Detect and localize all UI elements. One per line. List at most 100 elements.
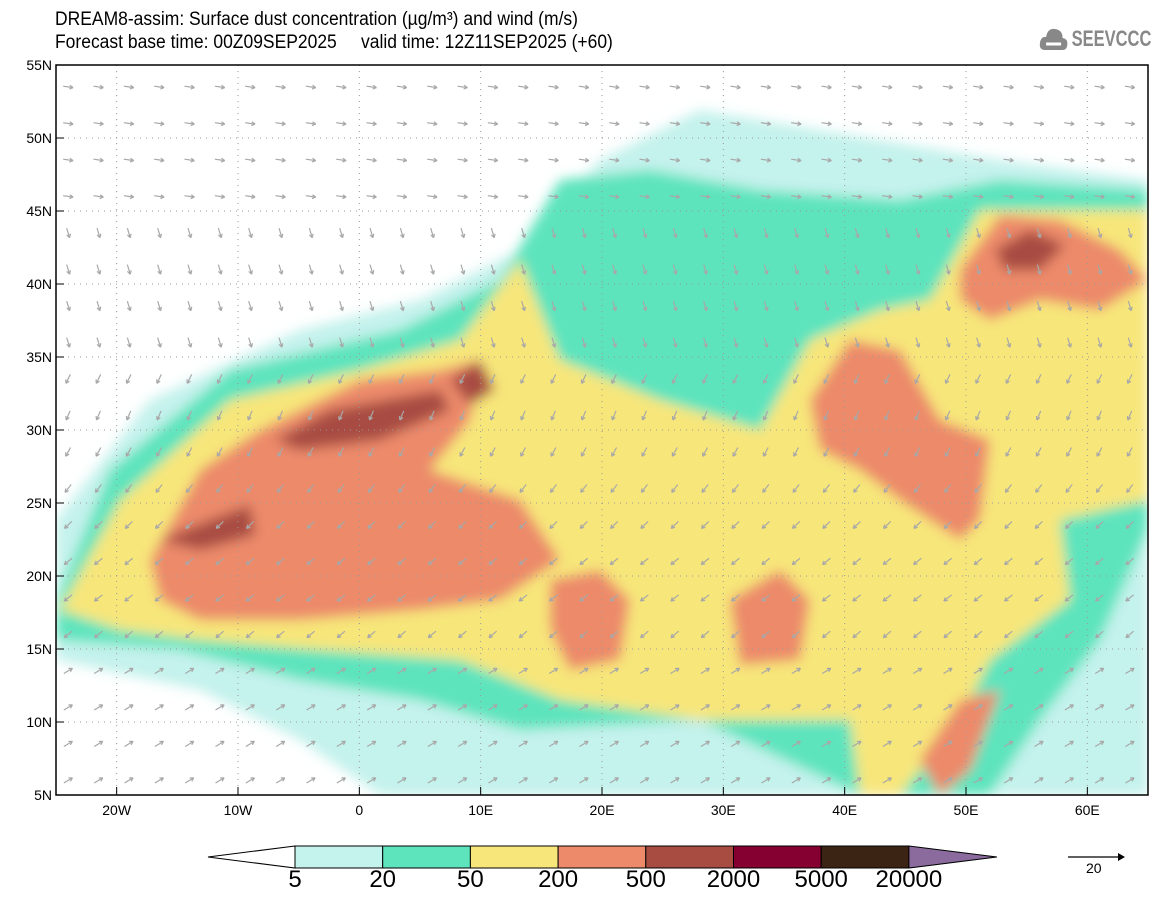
wind-arrow xyxy=(1125,704,1135,711)
wind-arrow xyxy=(399,227,404,238)
wind-arrow xyxy=(1034,667,1044,674)
wind-arrow xyxy=(154,667,164,674)
wind-arrow xyxy=(730,777,741,784)
colorbar-level-label: 20 xyxy=(369,866,397,893)
wind-arrow xyxy=(761,667,771,674)
wind-arrow xyxy=(518,85,529,89)
colorbar-above-20000 xyxy=(908,845,997,869)
wind-arrow xyxy=(578,85,589,89)
wind-arrow xyxy=(791,195,802,198)
wind-arrow xyxy=(186,374,193,384)
wind-arrow xyxy=(521,337,526,348)
wind-arrow xyxy=(1035,447,1042,457)
wind-arrow xyxy=(427,704,437,711)
wind-arrow xyxy=(1125,740,1135,747)
wind-arrow xyxy=(96,337,101,348)
wind-arrow xyxy=(943,704,953,711)
wind-arrow xyxy=(973,667,983,674)
wind-arrow xyxy=(157,337,162,348)
wind-arrow xyxy=(913,557,922,566)
wind-arrow xyxy=(519,484,527,493)
wind-arrow xyxy=(882,704,892,711)
wind-arrow xyxy=(640,630,649,639)
wind-arrow xyxy=(973,85,984,89)
wind-arrow xyxy=(1067,300,1072,311)
wind-arrow xyxy=(1097,264,1102,275)
wind-arrow xyxy=(821,158,832,162)
wind-arrow xyxy=(550,410,556,421)
wind-arrow xyxy=(185,594,194,602)
wind-arrow xyxy=(973,777,983,784)
wind-arrow xyxy=(732,374,739,384)
wind-arrow xyxy=(824,264,829,275)
wind-arrow xyxy=(369,300,374,311)
colorbar-bin xyxy=(294,845,384,869)
wind-arrow xyxy=(154,777,164,784)
wind-arrow xyxy=(943,777,953,784)
wind-arrow xyxy=(973,704,983,711)
wind-arrow xyxy=(215,777,225,784)
wind-arrow xyxy=(1005,374,1012,384)
wind-arrow xyxy=(763,410,769,421)
wind-arrow xyxy=(397,594,407,602)
wind-arrow xyxy=(427,740,437,747)
wind-arrow xyxy=(63,630,73,639)
wind-arrow xyxy=(123,158,134,162)
wind-arrow xyxy=(794,300,799,311)
wind-arrow xyxy=(639,85,650,89)
wind-arrow xyxy=(398,484,406,493)
wind-arrow xyxy=(823,374,830,384)
wind-arrow xyxy=(791,777,801,784)
wind-arrow xyxy=(730,85,741,89)
wind-arrow xyxy=(427,195,438,198)
wind-arrow xyxy=(885,300,890,311)
wind-arrow xyxy=(1036,410,1042,421)
dust-500-2000-b xyxy=(160,505,255,550)
wind-arrow xyxy=(368,374,375,384)
wind-arrow xyxy=(246,520,255,529)
wind-arrow xyxy=(336,630,346,639)
wind-arrow xyxy=(609,557,619,566)
wind-arrow xyxy=(851,122,862,125)
wind-arrow xyxy=(399,337,404,348)
wind-arrow xyxy=(245,667,255,674)
wind-arrow xyxy=(245,740,255,747)
wind-arrow xyxy=(1034,594,1044,602)
wind-arrow xyxy=(854,410,860,421)
wind-arrow xyxy=(882,777,892,784)
wind-arrow xyxy=(915,264,920,275)
wind-arrow xyxy=(551,264,556,275)
colorbar-level-label: 50 xyxy=(457,866,484,893)
wind-arrow xyxy=(63,85,74,89)
lat-tick-label: 55N xyxy=(26,57,52,73)
lon-tick-label: 20E xyxy=(590,802,615,818)
wind-arrow xyxy=(852,557,862,566)
wind-arrow xyxy=(429,374,435,384)
wind-arrow xyxy=(549,520,558,529)
wind-arrow xyxy=(518,195,529,198)
wind-arrow xyxy=(247,447,254,457)
wind-arrow xyxy=(1097,337,1102,348)
dust-500-2000-d xyxy=(995,230,1065,270)
wind-arrow xyxy=(1036,264,1041,275)
wind-arrow xyxy=(520,447,527,457)
wind-arrow xyxy=(1124,158,1135,162)
colorbar-bin xyxy=(557,845,647,869)
wind-arrow xyxy=(612,264,617,275)
lat-tick-label: 30N xyxy=(26,422,52,438)
wind-arrow xyxy=(1097,300,1102,311)
wind-arrow xyxy=(518,667,528,674)
wind-arrow xyxy=(66,300,71,311)
wind-arrow xyxy=(245,630,255,639)
wind-arrow xyxy=(822,520,831,529)
wind-arrow xyxy=(336,85,347,89)
wind-arrow xyxy=(1064,158,1075,162)
wind-arrow xyxy=(1003,195,1014,198)
wind-arrow xyxy=(245,122,256,125)
wind-arrow xyxy=(1125,594,1135,602)
wind-arrow xyxy=(518,158,529,162)
colorbar-bin xyxy=(469,845,559,869)
wind-arrow xyxy=(821,667,832,674)
wind-arrow xyxy=(942,158,953,162)
wind-arrow xyxy=(1127,264,1132,275)
